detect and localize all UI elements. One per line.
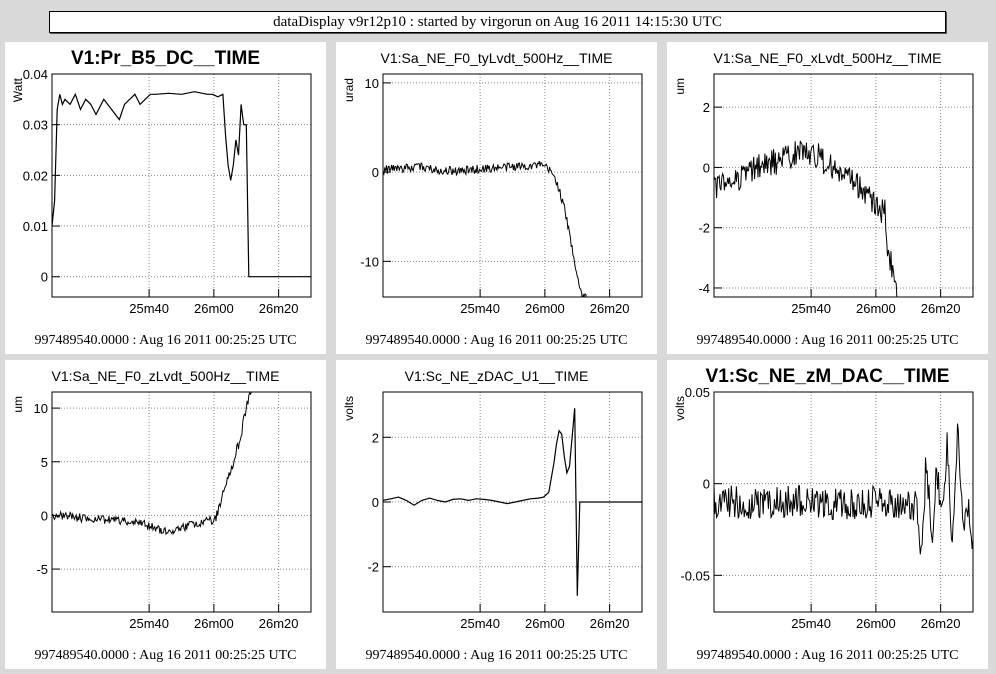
y-tick-label: -2 [367, 560, 379, 575]
y-tick-label: 2 [703, 100, 710, 115]
x-tick-label: 26m00 [525, 301, 565, 316]
y-axis-label: um [673, 78, 687, 95]
series-line [714, 140, 898, 297]
y-tick-label: -0.05 [680, 568, 710, 583]
plot-frame [51, 73, 312, 298]
plot-frame [51, 391, 312, 613]
x-tick-label: 26m20 [259, 616, 299, 631]
chart-title: V1:Sc_NE_zM_DAC__TIME [705, 366, 950, 387]
y-tick-label: 0 [41, 508, 48, 523]
x-tick-label: 26m00 [525, 616, 565, 631]
y-tick-label: -2 [698, 221, 710, 236]
chart-panel-5: -2 0 2 25m40 26m00 26m20 volts V1:Sc_NE_zDAC_U1… [336, 360, 657, 669]
chart-panel-1: 0 0.01 0.02 0.03 0.04 25m40 26m00 26m20 Watt V1:P… [5, 42, 326, 354]
chart-svg: -0.05 0 0.05 25m40 26m00 26m20 volts [673, 385, 974, 631]
chart-title: V1:Sa_NE_F0_zLvdt_500Hz__TIME [51, 368, 280, 384]
chart-title: V1:Sa_NE_F0_tyLvdt_500Hz__TIME [380, 50, 613, 66]
series-line [383, 408, 642, 596]
x-tick-label: 26m20 [259, 301, 299, 316]
chart-svg: -2 0 2 25m40 26m00 26m20 volts [342, 391, 643, 631]
y-axis-label: Watt [11, 77, 25, 102]
chart-footer: 997489540.0000 : Aug 16 2011 00:25:25 UT… [696, 333, 959, 348]
x-tick-label: 26m00 [856, 616, 896, 631]
plot-frame [713, 73, 974, 298]
y-axis-label: um [11, 396, 25, 413]
y-tick-label: 0 [703, 160, 710, 175]
plot-frame [382, 73, 643, 298]
y-tick-label: 2 [372, 430, 379, 445]
chart-footer: 997489540.0000 : Aug 16 2011 00:25:25 UT… [365, 648, 628, 663]
x-tick-label: 25m40 [791, 616, 831, 631]
chart-panel-4: -5 0 5 10 25m40 26m00 26m20 um V1:Sa_NE_F0_zLvdt… [5, 360, 326, 669]
y-tick-label: 0 [372, 495, 379, 510]
x-tick-label: 26m00 [194, 616, 234, 631]
chart-svg: -4 -2 0 2 25m40 26m00 26m20 um [673, 73, 974, 316]
chart-svg: 0 0.01 0.02 0.03 0.04 25m40 26m00 26m20 Watt [11, 67, 312, 316]
chart-title: V1:Sa_NE_F0_xLvdt_500Hz__TIME [713, 50, 942, 66]
y-axis-label: volts [342, 396, 356, 421]
chart-footer: 997489540.0000 : Aug 16 2011 00:25:25 UT… [696, 648, 959, 663]
y-tick-label: 10 [365, 76, 379, 91]
x-tick-label: 26m00 [856, 301, 896, 316]
y-tick-label: 0.03 [23, 118, 48, 133]
chart-footer: 997489540.0000 : Aug 16 2011 00:25:25 UT… [34, 648, 297, 663]
y-tick-label: -5 [36, 562, 48, 577]
y-tick-label: 10 [34, 401, 48, 416]
y-tick-label: -4 [698, 281, 710, 296]
chart-title: V1:Pr_B5_DC__TIME [70, 48, 261, 69]
window-title: dataDisplay v9r12p10 : started by virgor… [49, 11, 946, 33]
x-tick-label: 26m00 [194, 301, 234, 316]
series-line [383, 160, 588, 297]
plot-frame [713, 391, 974, 613]
series-line [52, 91, 311, 278]
x-tick-label: 25m40 [460, 301, 500, 316]
y-tick-label: 0 [703, 477, 710, 492]
chart-svg: -5 0 5 10 25m40 26m00 26m20 um [11, 391, 312, 631]
y-tick-label: 0 [41, 270, 48, 285]
x-tick-label: 26m20 [921, 301, 961, 316]
y-tick-label: 0.04 [23, 67, 48, 82]
y-axis-label: volts [673, 396, 687, 421]
y-tick-label: 0.02 [23, 168, 48, 183]
x-tick-label: 26m20 [590, 301, 630, 316]
x-tick-label: 25m40 [460, 616, 500, 631]
x-tick-label: 25m40 [129, 301, 169, 316]
x-tick-label: 25m40 [129, 616, 169, 631]
chart-panel-3: -4 -2 0 2 25m40 26m00 26m20 um V1:Sa_NE_F0_xLvdt… [667, 42, 988, 354]
series-line [714, 423, 973, 555]
chart-panel-2: -10 0 10 25m40 26m00 26m20 urad V1:Sa_NE_F0_tyL… [336, 42, 657, 354]
y-tick-label: 5 [41, 455, 48, 470]
y-tick-label: 0.01 [23, 219, 48, 234]
y-tick-label: 0.05 [685, 385, 710, 400]
x-tick-label: 26m20 [921, 616, 961, 631]
chart-svg: -10 0 10 25m40 26m00 26m20 urad [342, 73, 643, 316]
chart-footer: 997489540.0000 : Aug 16 2011 00:25:25 UT… [365, 333, 628, 348]
y-tick-label: 0 [372, 165, 379, 180]
chart-title: V1:Sc_NE_zDAC_U1__TIME [404, 368, 589, 384]
chart-panel-6: -0.05 0 0.05 25m40 26m00 26m20 volts V1:Sc_NE_z… [667, 360, 988, 669]
x-tick-label: 26m20 [590, 616, 630, 631]
x-tick-label: 25m40 [791, 301, 831, 316]
chart-footer: 997489540.0000 : Aug 16 2011 00:25:25 UT… [34, 333, 297, 348]
series-line [52, 392, 252, 536]
y-tick-label: -10 [360, 254, 379, 269]
y-axis-label: urad [342, 78, 356, 102]
